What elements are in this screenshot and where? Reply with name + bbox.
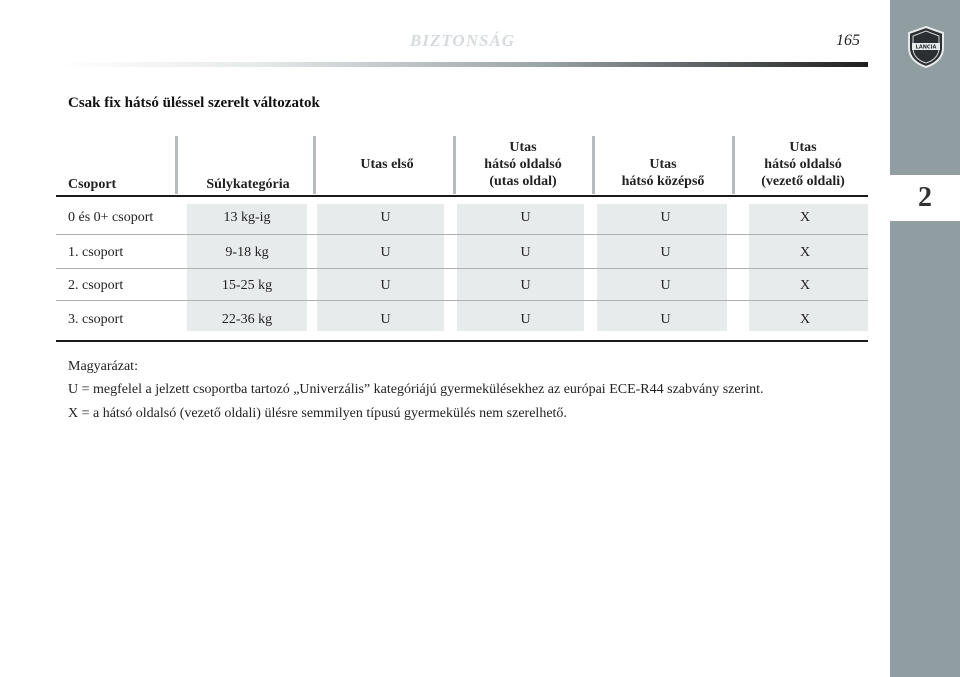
rear-side-passenger-cell: U	[520, 245, 531, 260]
column-divider	[732, 136, 735, 194]
chapter-number: 2	[890, 175, 960, 221]
rear-side-driver-cell: X	[799, 278, 811, 293]
column-divider	[175, 136, 178, 194]
running-head: BIZTONSÁG	[410, 31, 516, 50]
header-rule	[56, 62, 868, 67]
legend-u: U = megfelel a jelzett csoportba tartozó…	[68, 382, 764, 397]
weight-cell: 9-18 kg	[225, 245, 269, 260]
rear-center-column-shade	[597, 204, 727, 331]
watermark: carmanualsonline.info	[558, 648, 813, 674]
weight-cell: 22-36 kg	[221, 312, 273, 327]
rear-side-driver-column-shade	[749, 204, 868, 331]
chapter-sidebar: LANCIA 2	[890, 0, 960, 677]
rear-side-passenger-cell: U	[520, 210, 531, 225]
row-divider	[56, 300, 868, 301]
group-label: 3. csoport	[68, 312, 124, 327]
table-bottom-rule	[56, 340, 868, 342]
column-divider	[592, 136, 595, 194]
legend-x: X = a hátsó oldalsó (vezető oldali) ülés…	[68, 406, 567, 421]
header-rear-side-driver: Utas hátsó oldalsó (vezető oldali)	[761, 140, 845, 189]
rear-side-driver-cell: X	[799, 210, 811, 225]
rear-side-driver-cell: X	[799, 245, 811, 260]
header-front-passenger: Utas első	[360, 157, 414, 172]
legend-title: Magyarázat:	[68, 359, 138, 374]
weight-cell: 15-25 kg	[221, 278, 273, 293]
rear-side-passenger-cell: U	[520, 278, 531, 293]
table-header-rule	[56, 195, 868, 197]
rear-center-cell: U	[660, 245, 671, 260]
front-cell: U	[380, 210, 391, 225]
row-divider	[56, 234, 868, 235]
group-label: 2. csoport	[68, 278, 124, 293]
header-rear-center: Utas hátsó középső	[621, 157, 705, 189]
row-divider	[56, 268, 868, 269]
header-weight: Súlykategória	[206, 177, 290, 192]
column-divider	[453, 136, 456, 194]
lancia-logo-icon: LANCIA	[908, 26, 944, 68]
rear-center-cell: U	[660, 312, 671, 327]
rear-side-driver-cell: X	[799, 312, 811, 327]
front-cell: U	[380, 245, 391, 260]
weight-cell: 13 kg-ig	[223, 210, 271, 225]
weight-column-shade	[187, 204, 307, 331]
front-cell: U	[380, 278, 391, 293]
section-title: Csak fix hátsó üléssel szerelt változato…	[68, 95, 320, 111]
header-group: Csoport	[68, 177, 117, 192]
front-cell: U	[380, 312, 391, 327]
header-rear-side-passenger: Utas hátsó oldalsó (utas oldal)	[484, 140, 562, 189]
rear-side-passenger-column-shade	[457, 204, 584, 331]
rear-center-cell: U	[660, 210, 671, 225]
rear-center-cell: U	[660, 278, 671, 293]
group-label: 1. csoport	[68, 245, 124, 260]
svg-text:LANCIA: LANCIA	[916, 45, 937, 51]
front-column-shade	[317, 204, 444, 331]
page-number: 165	[836, 32, 860, 49]
column-divider	[313, 136, 316, 194]
group-label: 0 és 0+ csoport	[68, 210, 154, 225]
rear-side-passenger-cell: U	[520, 312, 531, 327]
